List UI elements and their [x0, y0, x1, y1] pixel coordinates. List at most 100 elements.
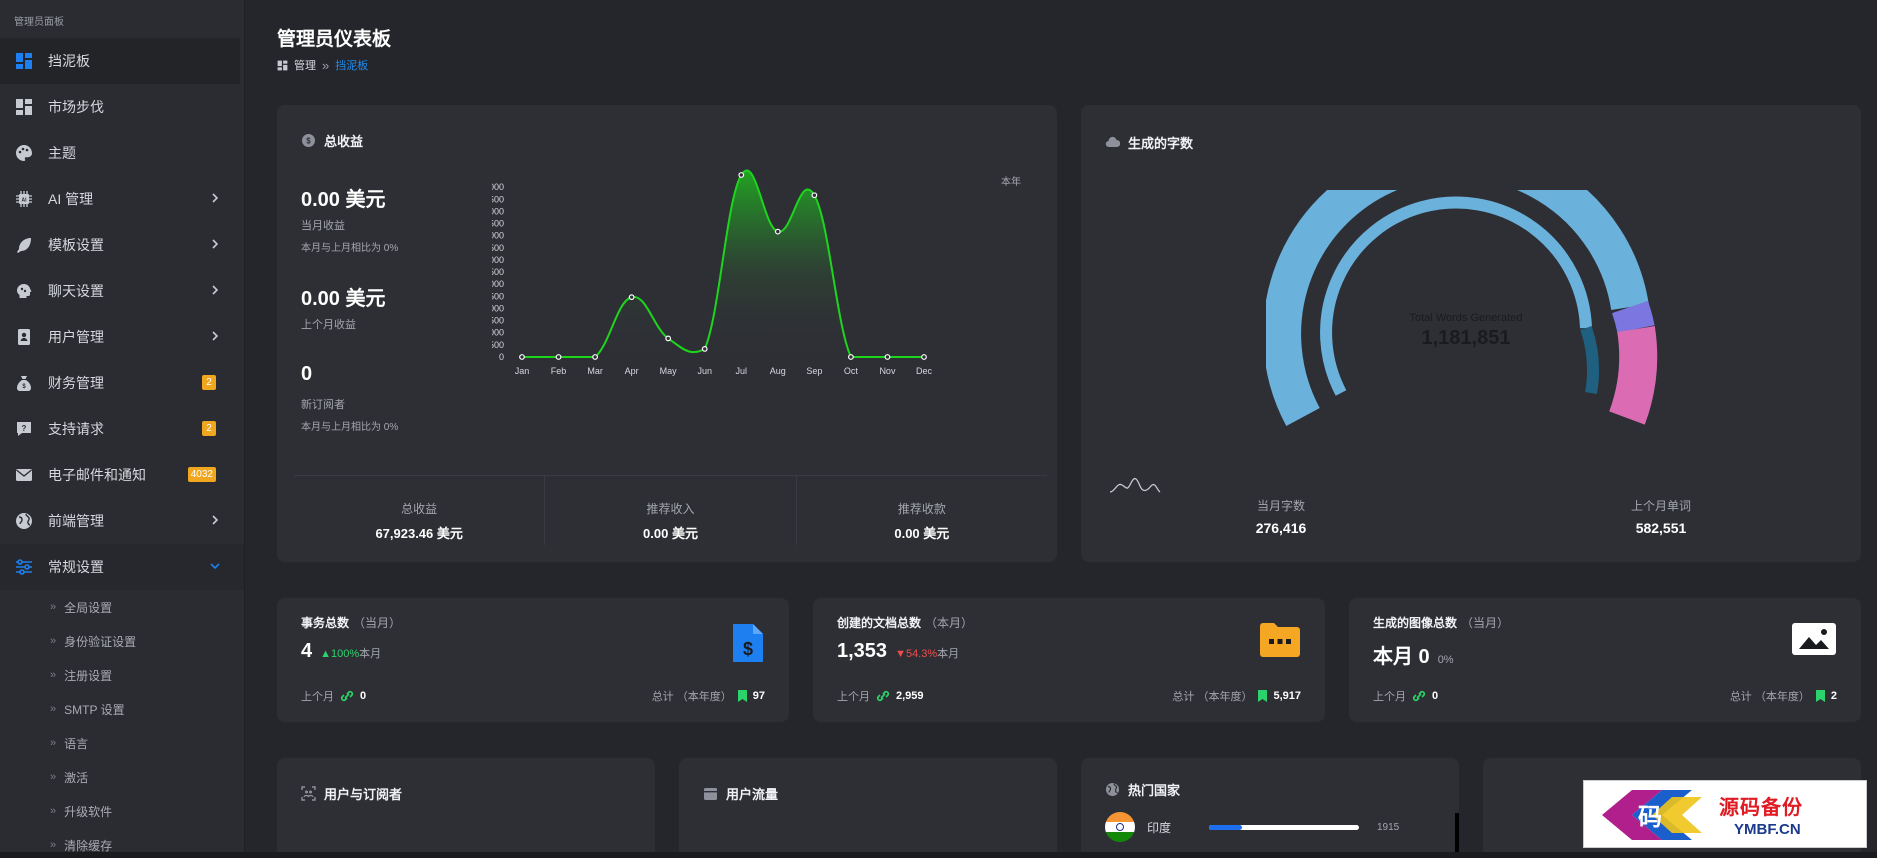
submenu-item-activation[interactable]: » 激活 — [0, 760, 244, 794]
data-point[interactable] — [555, 354, 562, 360]
sidebar-item-ai-management[interactable]: AI AI 管理 — [0, 176, 244, 222]
sidebar-item-dashboard[interactable]: 挡泥板 — [0, 38, 240, 84]
data-point[interactable] — [519, 354, 525, 360]
notification-badge: 4032 — [187, 467, 216, 482]
data-point[interactable] — [811, 192, 818, 199]
y-tick-label: 3,000 — [492, 328, 504, 338]
y-tick-label: 7,500 — [492, 291, 504, 301]
breadcrumb-root[interactable]: 管理 — [294, 60, 316, 72]
submenu-item-smtp-settings[interactable]: » SMTP 设置 — [0, 692, 244, 726]
this-month-words-label: 当月字数 — [1256, 499, 1305, 513]
submenu-item-registration-settings[interactable]: » 注册设置 — [0, 658, 244, 692]
this-month-words-value: 276,416 — [1255, 520, 1307, 536]
sidebar-item-label: 主题 — [48, 145, 76, 161]
data-point[interactable] — [921, 354, 927, 360]
data-point[interactable] — [592, 354, 598, 360]
sidebar-item-template-settings[interactable]: 模板设置 — [0, 222, 244, 268]
sidebar-item-support[interactable]: ? 支持请求 2 — [0, 406, 244, 452]
referral-income-value: 0.00 美元 — [643, 526, 698, 541]
stat-total-label: 总计 （本年度） — [1172, 691, 1253, 703]
sidebar-item-label: 模板设置 — [48, 237, 104, 253]
stat-last-label: 上个月 — [837, 691, 870, 703]
this-month-revenue-value: 0.00 美元 — [301, 189, 386, 211]
folder-icon — [1260, 623, 1300, 657]
revenue-card: $ 总收益 0.00 美元 当月收益 本月与上月相比为 0% 0.00 美元 上… — [277, 105, 1057, 562]
sidebar-item-finance[interactable]: $ 财务管理 2 — [0, 360, 244, 406]
last-month-words-value: 582,551 — [1635, 520, 1687, 536]
countries-title-text: 热门国家 — [1128, 783, 1181, 798]
words-gauge-svg — [1263, 140, 1658, 426]
data-point[interactable] — [848, 354, 854, 360]
sidebar-item-label: 常规设置 — [48, 559, 104, 575]
data-point[interactable] — [628, 294, 635, 301]
y-tick-label: 4,500 — [492, 316, 504, 326]
link-icon — [876, 690, 890, 702]
stat-title-text: 生成的图像总数 — [1373, 616, 1458, 630]
sidebar-item-label: 聊天设置 — [48, 283, 104, 299]
globe-icon — [14, 511, 34, 531]
x-tick-label: Jan — [515, 366, 530, 376]
words-title-text: 生成的字数 — [1128, 136, 1194, 151]
top-countries-card: 热门国家 印度 1915 — [1081, 758, 1459, 858]
submenu-item-auth-settings[interactable]: » 身份验证设置 — [0, 624, 244, 658]
data-point[interactable] — [701, 346, 708, 352]
watermark-emblem-char: 码 — [1638, 802, 1662, 831]
sidebar-item-email[interactable]: 电子邮件和通知 4032 — [0, 452, 244, 498]
submenu-label: SMTP 设置 — [64, 702, 125, 717]
data-point[interactable] — [774, 228, 781, 235]
data-point[interactable] — [665, 335, 672, 342]
breadcrumb-current[interactable]: 挡泥板 — [335, 60, 369, 72]
last-month-words: 上个月单词 582,551 — [1601, 497, 1721, 536]
referral-payout-label: 推荐收款 — [897, 502, 946, 516]
bullet-icon: » — [50, 601, 57, 613]
this-month-revenue: 0.00 美元 当月收益 本月与上月相比为 0% — [301, 183, 398, 254]
bookmark-icon — [1258, 690, 1268, 702]
x-tick-label: Sep — [806, 366, 822, 376]
stat-change-value: ▲100% — [320, 648, 360, 660]
x-tick-label: Oct — [844, 366, 859, 376]
sidebar-item-user-management[interactable]: 用户管理 — [0, 314, 244, 360]
period-label[interactable]: 本年 — [1001, 177, 1021, 188]
sidebar-item-marketplace[interactable]: 市场步伐 — [0, 84, 244, 130]
data-point[interactable] — [884, 354, 891, 360]
last-month-revenue-value: 0.00 美元 — [301, 288, 386, 310]
notification-badge: 2 — [202, 421, 216, 436]
submenu-item-language[interactable]: » 语言 — [0, 726, 244, 760]
chevron-right-icon — [212, 285, 219, 295]
stat-last-label: 上个月 — [1373, 691, 1406, 703]
documents-card: 创建的文档总数 （本月） 1,353 ▼54.3%本月 上个月 2,959 总计 … — [813, 598, 1325, 722]
sidebar-item-general-settings[interactable]: 常规设置 — [0, 544, 244, 590]
sidebar-item-label: 电子邮件和通知 — [48, 467, 146, 483]
svg-text:$: $ — [306, 137, 311, 146]
stat-title: 创建的文档总数 （本月） — [837, 614, 973, 631]
watermark-logo: 码 源码备份 YMBF.CN — [1583, 780, 1867, 848]
data-point[interactable] — [738, 172, 745, 178]
link-icon — [1412, 690, 1426, 702]
stat-last-value: 2,959 — [896, 690, 924, 702]
sidebar-item-frontend[interactable]: 前端管理 — [0, 498, 244, 544]
sidebar: 管理员面板 挡泥板 市场步伐 主题 AI AI 管理 模板设置 — [0, 0, 245, 858]
this-month-words: 当月字数 276,416 — [1221, 497, 1341, 536]
referral-payout: 推荐收款 0.00 美元 — [797, 476, 1047, 545]
sliders-icon — [14, 557, 34, 577]
chevron-right-icon — [212, 239, 219, 249]
sidebar-item-chat-settings[interactable]: 聊天设置 — [0, 268, 244, 314]
bottom-strip — [0, 852, 1877, 858]
scrollbar[interactable] — [1455, 813, 1459, 853]
submenu-item-clear-cache[interactable]: » 清除缓存 — [0, 828, 244, 858]
stat-change-value: 0% — [1437, 654, 1454, 666]
sidebar-item-theme[interactable]: 主题 — [0, 130, 244, 176]
submenu-item-upgrade[interactable]: » 升级软件 — [0, 794, 244, 828]
help-icon: ? — [14, 419, 34, 439]
submenu-label: 注册设置 — [64, 668, 113, 683]
submenu-item-global-settings[interactable]: » 全局设置 — [0, 590, 244, 624]
traffic-card-title: 用户流量 — [703, 784, 778, 803]
stat-change-value: ▼54.3% — [895, 648, 938, 660]
submenu-label: 清除缓存 — [64, 838, 113, 853]
stat-value: 4 — [301, 640, 313, 662]
submenu-label: 语言 — [64, 736, 89, 751]
chip-icon: AI — [14, 189, 34, 209]
user-card-icon — [14, 327, 34, 347]
total-revenue-label: 总收益 — [401, 502, 438, 516]
stat-title: 生成的图像总数 （当月） — [1373, 614, 1509, 631]
